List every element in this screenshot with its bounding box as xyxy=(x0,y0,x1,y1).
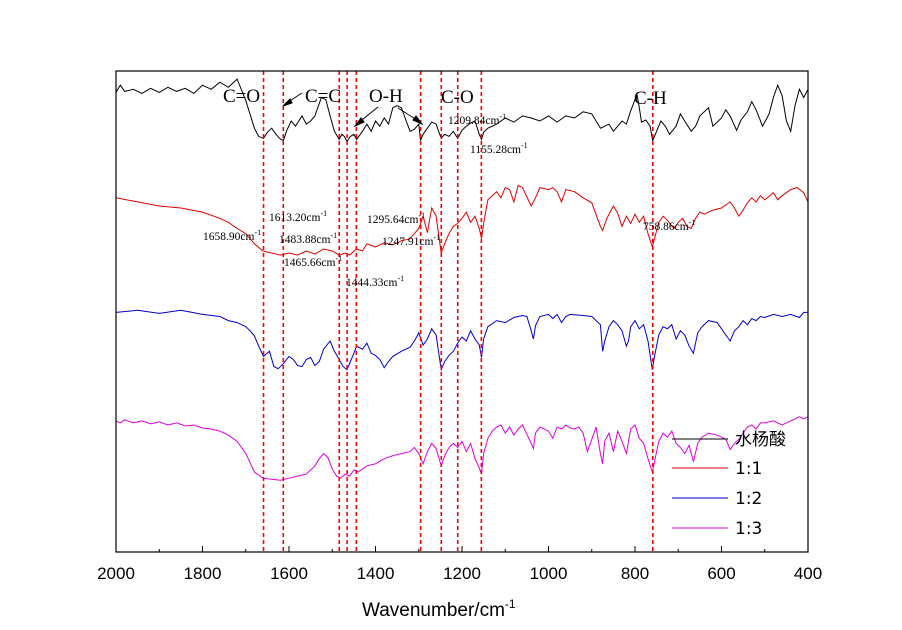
vertical-marker-layer xyxy=(262,71,654,552)
plot-frame xyxy=(115,70,809,553)
series-layer xyxy=(115,78,809,481)
group-label-c-h: C-H xyxy=(634,88,667,109)
legend-label-1-1: 1:1 xyxy=(735,459,762,479)
arrow-o-h-right-head xyxy=(412,115,424,126)
group-label-c-o-carbonyl: C=O xyxy=(223,86,260,107)
peak-label-1295: 1295.64cm-1 xyxy=(367,211,425,226)
legend-label-salicylic-acid: 水杨酸 xyxy=(735,430,786,450)
x-tick-label-1000: 1000 xyxy=(530,564,568,583)
peak-label-1444: 1444.33cm-1 xyxy=(346,274,404,289)
peak-label-1658: 1658.90cm-1 xyxy=(203,228,261,243)
group-arrows xyxy=(282,92,424,128)
group-label-c-o: C-O xyxy=(441,87,474,108)
arrow-o-h-left-head xyxy=(353,117,365,128)
series-line-1 xyxy=(115,78,809,143)
x-tick-label-600: 600 xyxy=(707,564,735,583)
peak-label-1483: 1483.88cm-1 xyxy=(279,231,337,246)
series-line-2 xyxy=(115,184,809,256)
x-tick-label-400: 400 xyxy=(794,564,822,583)
x-tick-label-800: 800 xyxy=(621,564,649,583)
group-label-o-h: O-H xyxy=(369,86,403,107)
x-tick-label-1800: 1800 xyxy=(184,564,222,583)
legend: 水杨酸 1:1 1:2 1:3 xyxy=(672,430,786,539)
x-axis-title: Wavenumber/cm-1 xyxy=(362,597,516,621)
x-tick-label-1600: 1600 xyxy=(270,564,308,583)
peak-label-1613: 1613.20cm-1 xyxy=(269,209,327,224)
peak-label-1209: 1209.84cm-1 xyxy=(448,112,506,127)
peak-label-1465: 1465.66cm-1 xyxy=(284,254,342,269)
peak-label-1247: 1247.91cm-1 xyxy=(382,233,440,248)
peak-label-758: 758.86cm-1 xyxy=(643,218,695,233)
series-line-3 xyxy=(115,309,808,372)
legend-label-1-3: 1:3 xyxy=(735,519,762,539)
series-line-4 xyxy=(115,416,809,481)
group-label-c-c: C=C xyxy=(305,86,341,107)
arrow-c-c-head xyxy=(282,98,293,107)
x-tick-label-1400: 1400 xyxy=(357,564,395,583)
x-tick-layer: 2000 1800 1600 1400 1200 1000 800 600 400 xyxy=(97,546,822,583)
legend-label-1-2: 1:2 xyxy=(735,489,762,509)
x-tick-label-2000: 2000 xyxy=(97,564,135,583)
peak-label-1155: 1155.28cm-1 xyxy=(470,141,528,156)
x-tick-label-1200: 1200 xyxy=(443,564,481,583)
